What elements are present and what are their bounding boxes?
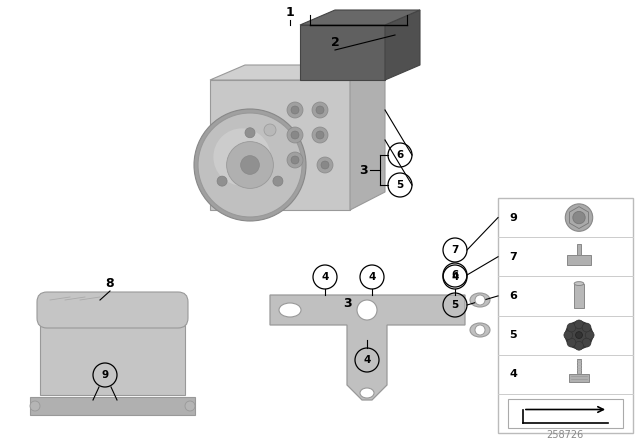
Text: 7: 7 [451,245,459,255]
Circle shape [575,320,584,329]
Circle shape [316,131,324,139]
Text: 6: 6 [451,270,459,280]
Ellipse shape [279,303,301,317]
Circle shape [565,321,593,349]
Circle shape [198,113,302,217]
Circle shape [213,129,271,185]
Text: 5: 5 [451,300,459,310]
Circle shape [575,332,582,339]
Ellipse shape [470,293,490,307]
Text: 4: 4 [368,272,376,282]
Circle shape [245,128,255,138]
Circle shape [185,401,195,411]
Polygon shape [210,65,385,80]
Circle shape [241,155,259,174]
Text: 9: 9 [101,370,109,380]
Text: 4: 4 [321,272,329,282]
Text: 3: 3 [342,297,351,310]
Circle shape [291,156,299,164]
Circle shape [575,341,584,350]
Circle shape [582,323,591,332]
Circle shape [227,142,273,189]
Bar [574,284,584,308]
Text: 8: 8 [106,276,115,289]
Polygon shape [350,65,385,210]
Text: 3: 3 [360,164,368,177]
Polygon shape [270,295,465,400]
Circle shape [312,102,328,118]
Text: 5: 5 [509,330,517,340]
Text: 258726: 258726 [547,430,584,440]
Circle shape [217,176,227,186]
Text: 7: 7 [509,252,517,262]
Circle shape [316,106,324,114]
Ellipse shape [360,388,374,398]
Circle shape [564,331,573,340]
Circle shape [273,176,283,186]
Bar [40,310,185,395]
Text: 6: 6 [396,150,404,160]
Circle shape [567,323,576,332]
Bar [210,80,350,210]
Circle shape [194,109,306,221]
Text: 9: 9 [509,213,517,223]
Text: 4: 4 [509,369,517,379]
Bar [577,245,581,255]
Text: 2: 2 [331,35,339,48]
Circle shape [475,325,485,335]
Circle shape [565,204,593,231]
Text: 5: 5 [396,180,404,190]
Bar [508,399,623,428]
Polygon shape [385,10,420,80]
Bar [498,198,633,433]
Circle shape [287,102,303,118]
FancyBboxPatch shape [37,292,188,328]
Circle shape [312,127,328,143]
Circle shape [287,127,303,143]
Bar [577,359,581,374]
Circle shape [567,338,576,347]
Circle shape [30,401,40,411]
Circle shape [291,106,299,114]
Circle shape [573,211,585,224]
Bar [300,25,385,80]
Circle shape [317,157,333,173]
Ellipse shape [470,323,490,337]
Circle shape [287,152,303,168]
Circle shape [291,131,299,139]
Circle shape [264,124,276,136]
Text: 4: 4 [364,355,371,365]
Circle shape [586,331,594,340]
Text: 1: 1 [285,5,294,18]
Text: 6: 6 [509,291,517,301]
Circle shape [582,338,591,347]
Text: 4: 4 [451,272,459,282]
Bar [570,374,589,383]
Polygon shape [300,10,420,25]
Bar [30,397,195,415]
Circle shape [321,161,329,169]
Circle shape [475,295,485,305]
Circle shape [357,300,377,320]
Ellipse shape [574,282,584,285]
Bar [566,255,591,265]
